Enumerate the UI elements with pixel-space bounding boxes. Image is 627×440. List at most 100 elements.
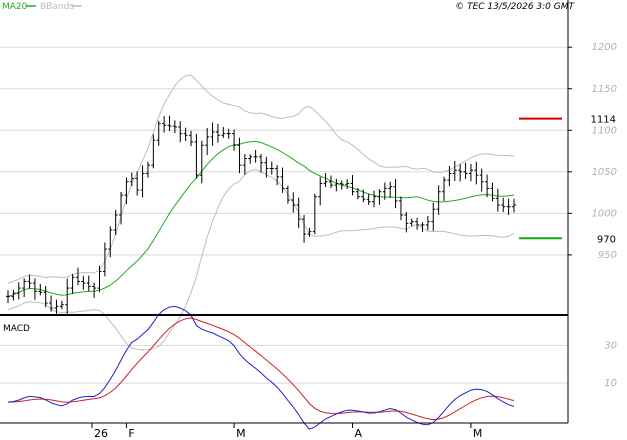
ohlc-bar: [291, 192, 296, 213]
ohlc-bar: [242, 154, 247, 175]
ohlc-bar: [194, 133, 199, 179]
macd-lines: [7, 305, 515, 430]
ohlc-bar: [259, 153, 263, 173]
ohlc-bar: [318, 176, 323, 206]
ohlc-bar: [328, 175, 333, 188]
ohlc-bar: [237, 137, 242, 174]
ohlc-bar: [372, 190, 377, 208]
ohlc-bar: [189, 130, 194, 147]
macd-grid: [0, 344, 568, 384]
ohlc-bar: [420, 222, 425, 232]
legend-bbands: BBands: [40, 2, 74, 12]
ohlc-bar: [339, 180, 344, 190]
price-tick-label: 1050: [592, 167, 617, 178]
price-tick-label: 1150: [592, 84, 617, 95]
ohlc-bar: [102, 242, 107, 277]
ohlc-bar: [11, 289, 16, 301]
price-tick-label: 950: [598, 250, 617, 261]
ohlc-bar: [145, 161, 150, 178]
ohlc-bar: [474, 161, 479, 185]
ohlc-bar: [124, 177, 129, 205]
level-lines: 1114 970: [519, 115, 616, 245]
copyright-text: © TEC 13/5/2026 3:0 GMT: [455, 2, 575, 12]
level-label: 1114: [591, 115, 616, 126]
ohlc-bar: [280, 167, 285, 193]
ohlc-bar: [409, 218, 414, 227]
ohlc-bar: [27, 274, 32, 289]
ohlc-bar: [415, 217, 420, 230]
ohlc-bar: [183, 127, 188, 142]
ohlc-bar: [501, 197, 506, 213]
x-axis: 26 F M A M: [91, 423, 483, 440]
ohlc-bar: [151, 134, 156, 169]
macd-signal-line: [7, 317, 515, 421]
ohlc-bar: [226, 128, 231, 139]
ohlc-bar: [199, 140, 204, 184]
macd-y-axis: 10 30: [604, 340, 617, 389]
ohlc-bar: [172, 120, 177, 134]
ohlc-bar: [425, 215, 430, 231]
ohlc-bar: [162, 116, 167, 133]
ohlc-bar: [205, 128, 210, 155]
ohlc-bar: [512, 198, 516, 213]
price-tick-label: 1000: [592, 208, 617, 219]
ohlc-bar: [366, 193, 371, 206]
ohlc-bar: [22, 278, 27, 298]
ohlc-bar: [458, 164, 463, 182]
ohlc-bar: [253, 149, 258, 163]
ohlc-bar: [350, 175, 355, 196]
ohlc-bar: [275, 165, 280, 186]
ohlc-bar: [479, 168, 484, 192]
ohlc-bar: [323, 172, 328, 188]
ohlc-bar: [113, 209, 118, 236]
price-tick-label: 1100: [592, 125, 617, 136]
ohlc-bar: [210, 122, 215, 146]
ohlc-bar: [108, 226, 113, 258]
ohlc-bar: [264, 156, 269, 178]
ma20-line: [7, 140, 515, 297]
ohlc-bar: [436, 185, 441, 215]
ohlc-bar: [232, 129, 237, 151]
ohlc-bar: [361, 189, 366, 203]
ohlc-bar: [221, 126, 226, 138]
ohlc-bar: [54, 299, 59, 315]
ohlc-bar: [135, 171, 140, 196]
ohlc-bar: [398, 196, 403, 221]
x-tick-label: F: [128, 427, 134, 440]
legend-ma20: MA20: [2, 2, 28, 12]
ma20-path: [7, 140, 515, 297]
ohlc-bar: [156, 120, 161, 146]
ohlc-bar: [59, 300, 64, 310]
ohlc-bar: [81, 275, 86, 290]
ohlc-bar: [334, 178, 339, 192]
x-tick-label: M: [473, 427, 483, 440]
ohlc-bar: [70, 273, 75, 294]
ohlc-bar: [129, 172, 134, 187]
ohlc-bar: [296, 197, 301, 229]
ohlc-bar: [6, 290, 10, 304]
ohlc-bar: [382, 182, 387, 200]
price-grid: [0, 46, 568, 256]
ohlc-bar: [377, 189, 382, 205]
x-tick-label: A: [355, 427, 363, 440]
ohlc-bar: [468, 163, 473, 182]
ohlc-bar: [86, 275, 91, 292]
level-label: 970: [597, 234, 616, 245]
ohlc-bar: [393, 178, 398, 209]
price-y-axis: 950 1000 1050 1100 1150 1200: [568, 42, 617, 261]
ohlc-bar: [388, 181, 393, 198]
ohlc-bar: [119, 191, 124, 225]
ohlc-bar: [495, 188, 500, 212]
ohlc-bar: [167, 115, 172, 132]
ohlc-bar: [345, 179, 350, 189]
ohlc-bar: [16, 282, 21, 300]
bband-upper: [7, 74, 515, 284]
ohlc-bar: [312, 193, 317, 235]
ohlc-bar: [269, 161, 274, 175]
ohlc-bar: [355, 188, 360, 200]
ohlc-bar: [65, 278, 70, 315]
ohlc-bar: [302, 214, 307, 243]
ohlc-bars: [6, 115, 516, 315]
